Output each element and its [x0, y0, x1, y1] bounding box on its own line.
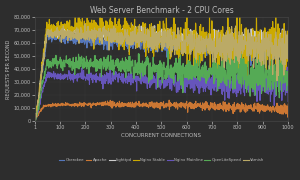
Lighttpd: [33, 120, 36, 122]
Nginx Stable: [208, 53, 211, 55]
Nginx Stable: [231, 49, 235, 51]
Lighttpd: [286, 31, 290, 33]
OpenLiteSpeed: [286, 73, 290, 75]
Varnish: [286, 45, 290, 47]
OpenLiteSpeed: [145, 57, 148, 59]
Apache: [286, 103, 290, 105]
Line: Lighttpd: Lighttpd: [34, 24, 288, 121]
Varnish: [236, 48, 239, 51]
Cherokee: [207, 48, 211, 50]
Cherokee: [286, 43, 290, 45]
Lighttpd: [68, 23, 71, 25]
Legend: Cherokee, Apache, Lighttpd, Nginx Stable, Nginx Mainline, OpenLiteSpeed, Varnish: Cherokee, Apache, Lighttpd, Nginx Stable…: [57, 156, 266, 163]
OpenLiteSpeed: [166, 50, 170, 52]
OpenLiteSpeed: [59, 59, 62, 61]
OpenLiteSpeed: [231, 63, 234, 65]
Nginx Stable: [59, 28, 63, 30]
Lighttpd: [207, 39, 211, 42]
Nginx Mainline: [236, 86, 239, 89]
Apache: [59, 105, 62, 107]
Cherokee: [236, 51, 239, 53]
Nginx Stable: [185, 7, 189, 9]
Varnish: [33, 118, 36, 120]
OpenLiteSpeed: [207, 67, 211, 69]
Nginx Mainline: [136, 79, 139, 81]
Varnish: [136, 38, 140, 40]
Nginx Mainline: [231, 77, 234, 79]
Lighttpd: [231, 37, 234, 39]
Varnish: [33, 119, 37, 121]
Nginx Stable: [33, 118, 36, 121]
Apache: [145, 104, 148, 106]
Varnish: [208, 52, 211, 54]
Lighttpd: [59, 28, 62, 30]
Cherokee: [136, 40, 139, 42]
Line: Nginx Stable: Nginx Stable: [34, 8, 288, 121]
Apache: [236, 105, 239, 107]
OpenLiteSpeed: [135, 62, 139, 64]
Varnish: [59, 33, 63, 35]
Lighttpd: [136, 31, 139, 33]
Cherokee: [33, 120, 36, 122]
Nginx Mainline: [33, 120, 37, 122]
Lighttpd: [145, 33, 148, 35]
X-axis label: CONCURRENT CONNECTIONS: CONCURRENT CONNECTIONS: [122, 133, 201, 138]
Y-axis label: REQUESTS PER SECOND: REQUESTS PER SECOND: [6, 39, 10, 99]
Lighttpd: [236, 41, 239, 43]
Nginx Mainline: [145, 79, 148, 81]
Nginx Stable: [286, 34, 290, 37]
Varnish: [231, 38, 235, 40]
Nginx Mainline: [285, 66, 289, 68]
OpenLiteSpeed: [236, 68, 239, 70]
Nginx Stable: [145, 30, 148, 32]
Cherokee: [231, 43, 234, 45]
Line: OpenLiteSpeed: OpenLiteSpeed: [34, 51, 288, 120]
Varnish: [145, 38, 148, 40]
Apache: [207, 106, 211, 108]
Apache: [231, 104, 234, 106]
Line: Apache: Apache: [34, 100, 288, 121]
Apache: [33, 120, 36, 122]
Nginx Mainline: [59, 73, 63, 75]
Nginx Stable: [136, 29, 139, 31]
Cherokee: [59, 37, 62, 39]
Nginx Mainline: [286, 100, 290, 103]
Nginx Stable: [33, 120, 37, 122]
Cherokee: [145, 39, 148, 41]
Apache: [167, 99, 171, 101]
Line: Varnish: Varnish: [34, 24, 288, 120]
Line: Cherokee: Cherokee: [34, 28, 288, 121]
Nginx Mainline: [207, 88, 211, 90]
Line: Nginx Mainline: Nginx Mainline: [34, 67, 288, 121]
Varnish: [83, 23, 87, 25]
OpenLiteSpeed: [33, 119, 36, 121]
Nginx Stable: [236, 44, 239, 46]
Apache: [135, 103, 139, 105]
Cherokee: [132, 27, 136, 29]
Title: Web Server Benchmark - 2 CPU Cores: Web Server Benchmark - 2 CPU Cores: [89, 6, 233, 15]
Nginx Mainline: [33, 118, 36, 120]
